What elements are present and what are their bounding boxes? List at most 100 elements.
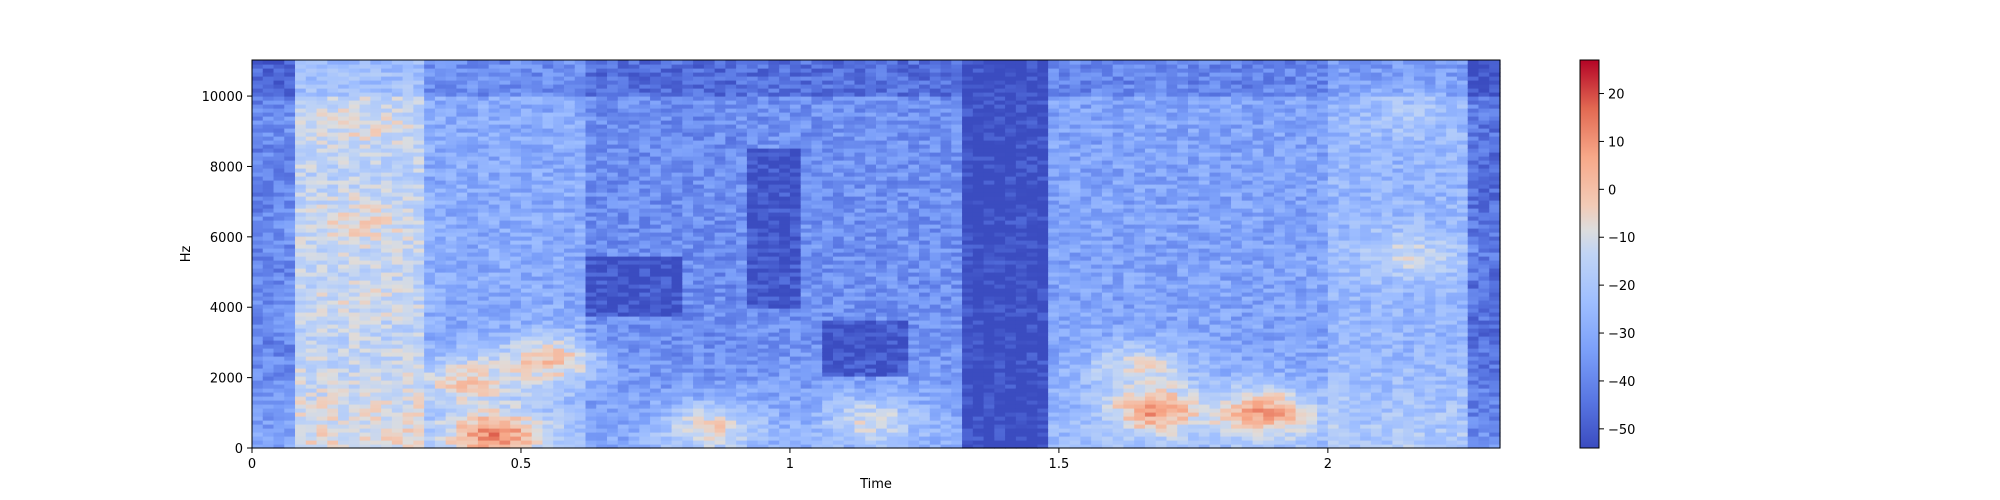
spectrogram-cell xyxy=(488,284,501,289)
spectrogram-cell xyxy=(650,384,662,389)
spectrogram-cell xyxy=(596,316,608,321)
spectrogram-cell xyxy=(456,292,468,297)
spectrogram-cell xyxy=(381,412,393,417)
spectrogram-cell xyxy=(456,148,468,153)
spectrogram-cell xyxy=(768,196,780,201)
spectrogram-cell xyxy=(725,240,737,245)
spectrogram-cell xyxy=(779,172,791,177)
spectrogram-cell xyxy=(305,348,318,353)
spectrogram-cell xyxy=(424,164,436,169)
spectrogram-cell xyxy=(703,408,716,413)
spectrogram-cell xyxy=(596,92,608,97)
spectrogram-cell xyxy=(671,196,683,201)
spectrogram-cell xyxy=(284,396,296,401)
spectrogram-cell xyxy=(725,176,737,181)
spectrogram-cell xyxy=(542,256,554,261)
spectrogram-cell xyxy=(607,64,619,69)
spectrogram-cell xyxy=(359,276,371,281)
spectrogram-cell xyxy=(585,432,597,437)
spectrogram-cell xyxy=(252,60,264,65)
spectrogram-cell xyxy=(424,424,436,429)
spectrogram-cell xyxy=(736,392,748,397)
spectrogram-cell xyxy=(714,256,726,261)
spectrogram-cell xyxy=(456,420,468,425)
spectrogram-cell xyxy=(338,400,350,405)
spectrogram-cell xyxy=(693,324,705,329)
spectrogram-cell xyxy=(477,88,490,93)
spectrogram-cell xyxy=(338,404,350,409)
spectrogram-cell xyxy=(650,164,662,169)
spectrogram-cell xyxy=(456,444,468,449)
spectrogram-cell xyxy=(671,412,683,417)
spectrogram-cell xyxy=(574,132,587,137)
spectrogram-cell xyxy=(413,312,425,317)
spectrogram-cell xyxy=(531,84,544,89)
spectrogram-cell xyxy=(510,60,522,65)
spectrogram-cell xyxy=(671,268,683,273)
spectrogram-cell xyxy=(585,128,597,133)
spectrogram-cell xyxy=(617,164,630,169)
spectrogram-cell xyxy=(348,112,361,117)
spectrogram-cell xyxy=(660,284,673,289)
spectrogram-cell xyxy=(553,412,565,417)
spectrogram-cell xyxy=(650,264,662,269)
spectrogram-cell xyxy=(574,328,587,333)
spectrogram-cell xyxy=(628,80,640,85)
spectrogram-cell xyxy=(531,384,544,389)
spectrogram-cell xyxy=(499,88,511,93)
spectrogram-cell xyxy=(682,292,694,297)
spectrogram-cell xyxy=(553,108,565,113)
spectrogram-cell xyxy=(725,80,737,85)
spectrogram-cell xyxy=(467,384,479,389)
spectrogram-cell xyxy=(736,88,748,93)
spectrogram-cell xyxy=(693,224,705,229)
spectrogram-cell xyxy=(284,320,296,325)
spectrogram-cell xyxy=(607,176,619,181)
spectrogram-cell xyxy=(714,236,726,241)
spectrogram-cell xyxy=(650,112,662,117)
spectrogram-cell xyxy=(510,372,522,377)
spectrogram-cell xyxy=(381,180,393,185)
spectrogram-cell xyxy=(564,424,576,429)
spectrogram-cell xyxy=(477,280,490,285)
spectrogram-cell xyxy=(456,284,468,289)
spectrogram-cell xyxy=(338,364,350,369)
spectrogram-cell xyxy=(520,384,533,389)
spectrogram-cell xyxy=(252,392,264,397)
spectrogram-cell xyxy=(467,388,479,393)
spectrogram-cell xyxy=(520,300,533,305)
spectrogram-cell xyxy=(585,280,597,285)
spectrogram-cell xyxy=(391,204,404,209)
spectrogram-cell xyxy=(499,164,511,169)
spectrogram-cell xyxy=(639,108,651,113)
spectrogram-cell xyxy=(413,140,425,145)
spectrogram-cell xyxy=(305,428,318,433)
spectrogram-cell xyxy=(348,404,361,409)
spectrogram-cell xyxy=(402,176,414,181)
spectrogram-cell xyxy=(607,60,619,65)
spectrogram-cell xyxy=(617,400,630,405)
spectrogram-cell xyxy=(736,200,748,205)
spectrogram-cell xyxy=(682,348,694,353)
spectrogram-cell xyxy=(650,208,662,213)
spectrogram-cell xyxy=(725,412,737,417)
spectrogram-cell xyxy=(338,232,350,237)
spectrogram-cell xyxy=(402,240,414,245)
spectrogram-cell xyxy=(660,340,673,345)
spectrogram-cell xyxy=(682,256,694,261)
spectrogram-cell xyxy=(800,296,813,301)
spectrogram-cell xyxy=(639,340,651,345)
spectrogram-cell xyxy=(725,156,737,161)
spectrogram-cell xyxy=(359,148,371,153)
spectrogram-cell xyxy=(789,340,802,345)
spectrogram-cell xyxy=(671,228,683,233)
spectrogram-cell xyxy=(542,328,554,333)
spectrogram-cell xyxy=(574,384,587,389)
spectrogram-cell xyxy=(628,360,640,365)
spectrogram-cell xyxy=(273,308,285,313)
spectrogram-cell xyxy=(660,100,673,105)
spectrogram-cell xyxy=(800,316,813,321)
spectrogram-cell xyxy=(542,368,554,373)
spectrogram-cell xyxy=(531,316,544,321)
spectrogram-cell xyxy=(424,244,436,249)
